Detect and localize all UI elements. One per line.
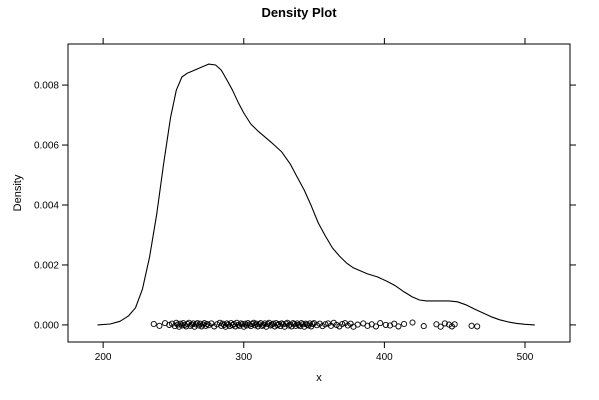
density-line	[97, 63, 535, 326]
x-tick-label: 400	[376, 352, 393, 363]
data-point	[166, 321, 173, 328]
data-point	[199, 321, 207, 328]
data-point	[441, 320, 448, 327]
data-point	[451, 321, 458, 328]
data-point	[322, 321, 329, 328]
data-point	[150, 320, 157, 328]
data-point	[401, 320, 408, 328]
data-point	[291, 320, 298, 328]
data-point	[242, 320, 249, 327]
x-tick-label: 500	[517, 352, 534, 363]
data-point	[306, 320, 313, 327]
data-point	[261, 320, 268, 327]
data-point	[192, 321, 200, 328]
data-point	[377, 320, 384, 327]
chart-title: Density Plot	[261, 5, 337, 20]
data-point	[202, 322, 209, 329]
data-point	[468, 322, 475, 329]
data-point	[249, 320, 256, 328]
data-point	[309, 320, 316, 328]
density-curves	[97, 63, 535, 326]
x-axis-label: x	[316, 372, 322, 384]
data-point	[339, 320, 346, 328]
data-point	[354, 321, 361, 328]
data-point	[240, 323, 247, 330]
data-point	[195, 322, 202, 329]
data-point	[409, 319, 416, 326]
y-tick-label: 0.008	[34, 81, 59, 92]
data-point	[420, 323, 427, 330]
y-tick-label: 0.000	[34, 320, 59, 331]
data-point	[395, 323, 402, 330]
data-point	[204, 320, 211, 328]
y-tick-label: 0.004	[34, 200, 59, 211]
data-point	[437, 323, 444, 330]
data-point	[177, 320, 184, 327]
data-point	[382, 321, 389, 328]
data-points	[150, 319, 481, 330]
data-point	[190, 320, 197, 327]
data-point	[173, 319, 180, 326]
data-point	[391, 320, 398, 327]
data-point	[156, 322, 163, 329]
y-tick-label: 0.002	[34, 260, 59, 271]
data-point	[176, 323, 183, 330]
plot-frame	[67, 43, 571, 343]
y-axis: 0.000 0.002 0.004 0.006 0.008	[34, 81, 576, 331]
y-axis-label: Density	[12, 174, 24, 211]
x-tick-label: 200	[95, 352, 112, 363]
data-point	[372, 323, 379, 330]
x-axis: 200 300 400 500	[95, 38, 534, 363]
x-tick-label: 300	[235, 352, 252, 363]
data-point	[474, 323, 481, 330]
data-point	[364, 322, 371, 329]
data-point	[251, 322, 259, 329]
data-point	[281, 323, 288, 330]
y-tick-label: 0.006	[34, 141, 59, 152]
